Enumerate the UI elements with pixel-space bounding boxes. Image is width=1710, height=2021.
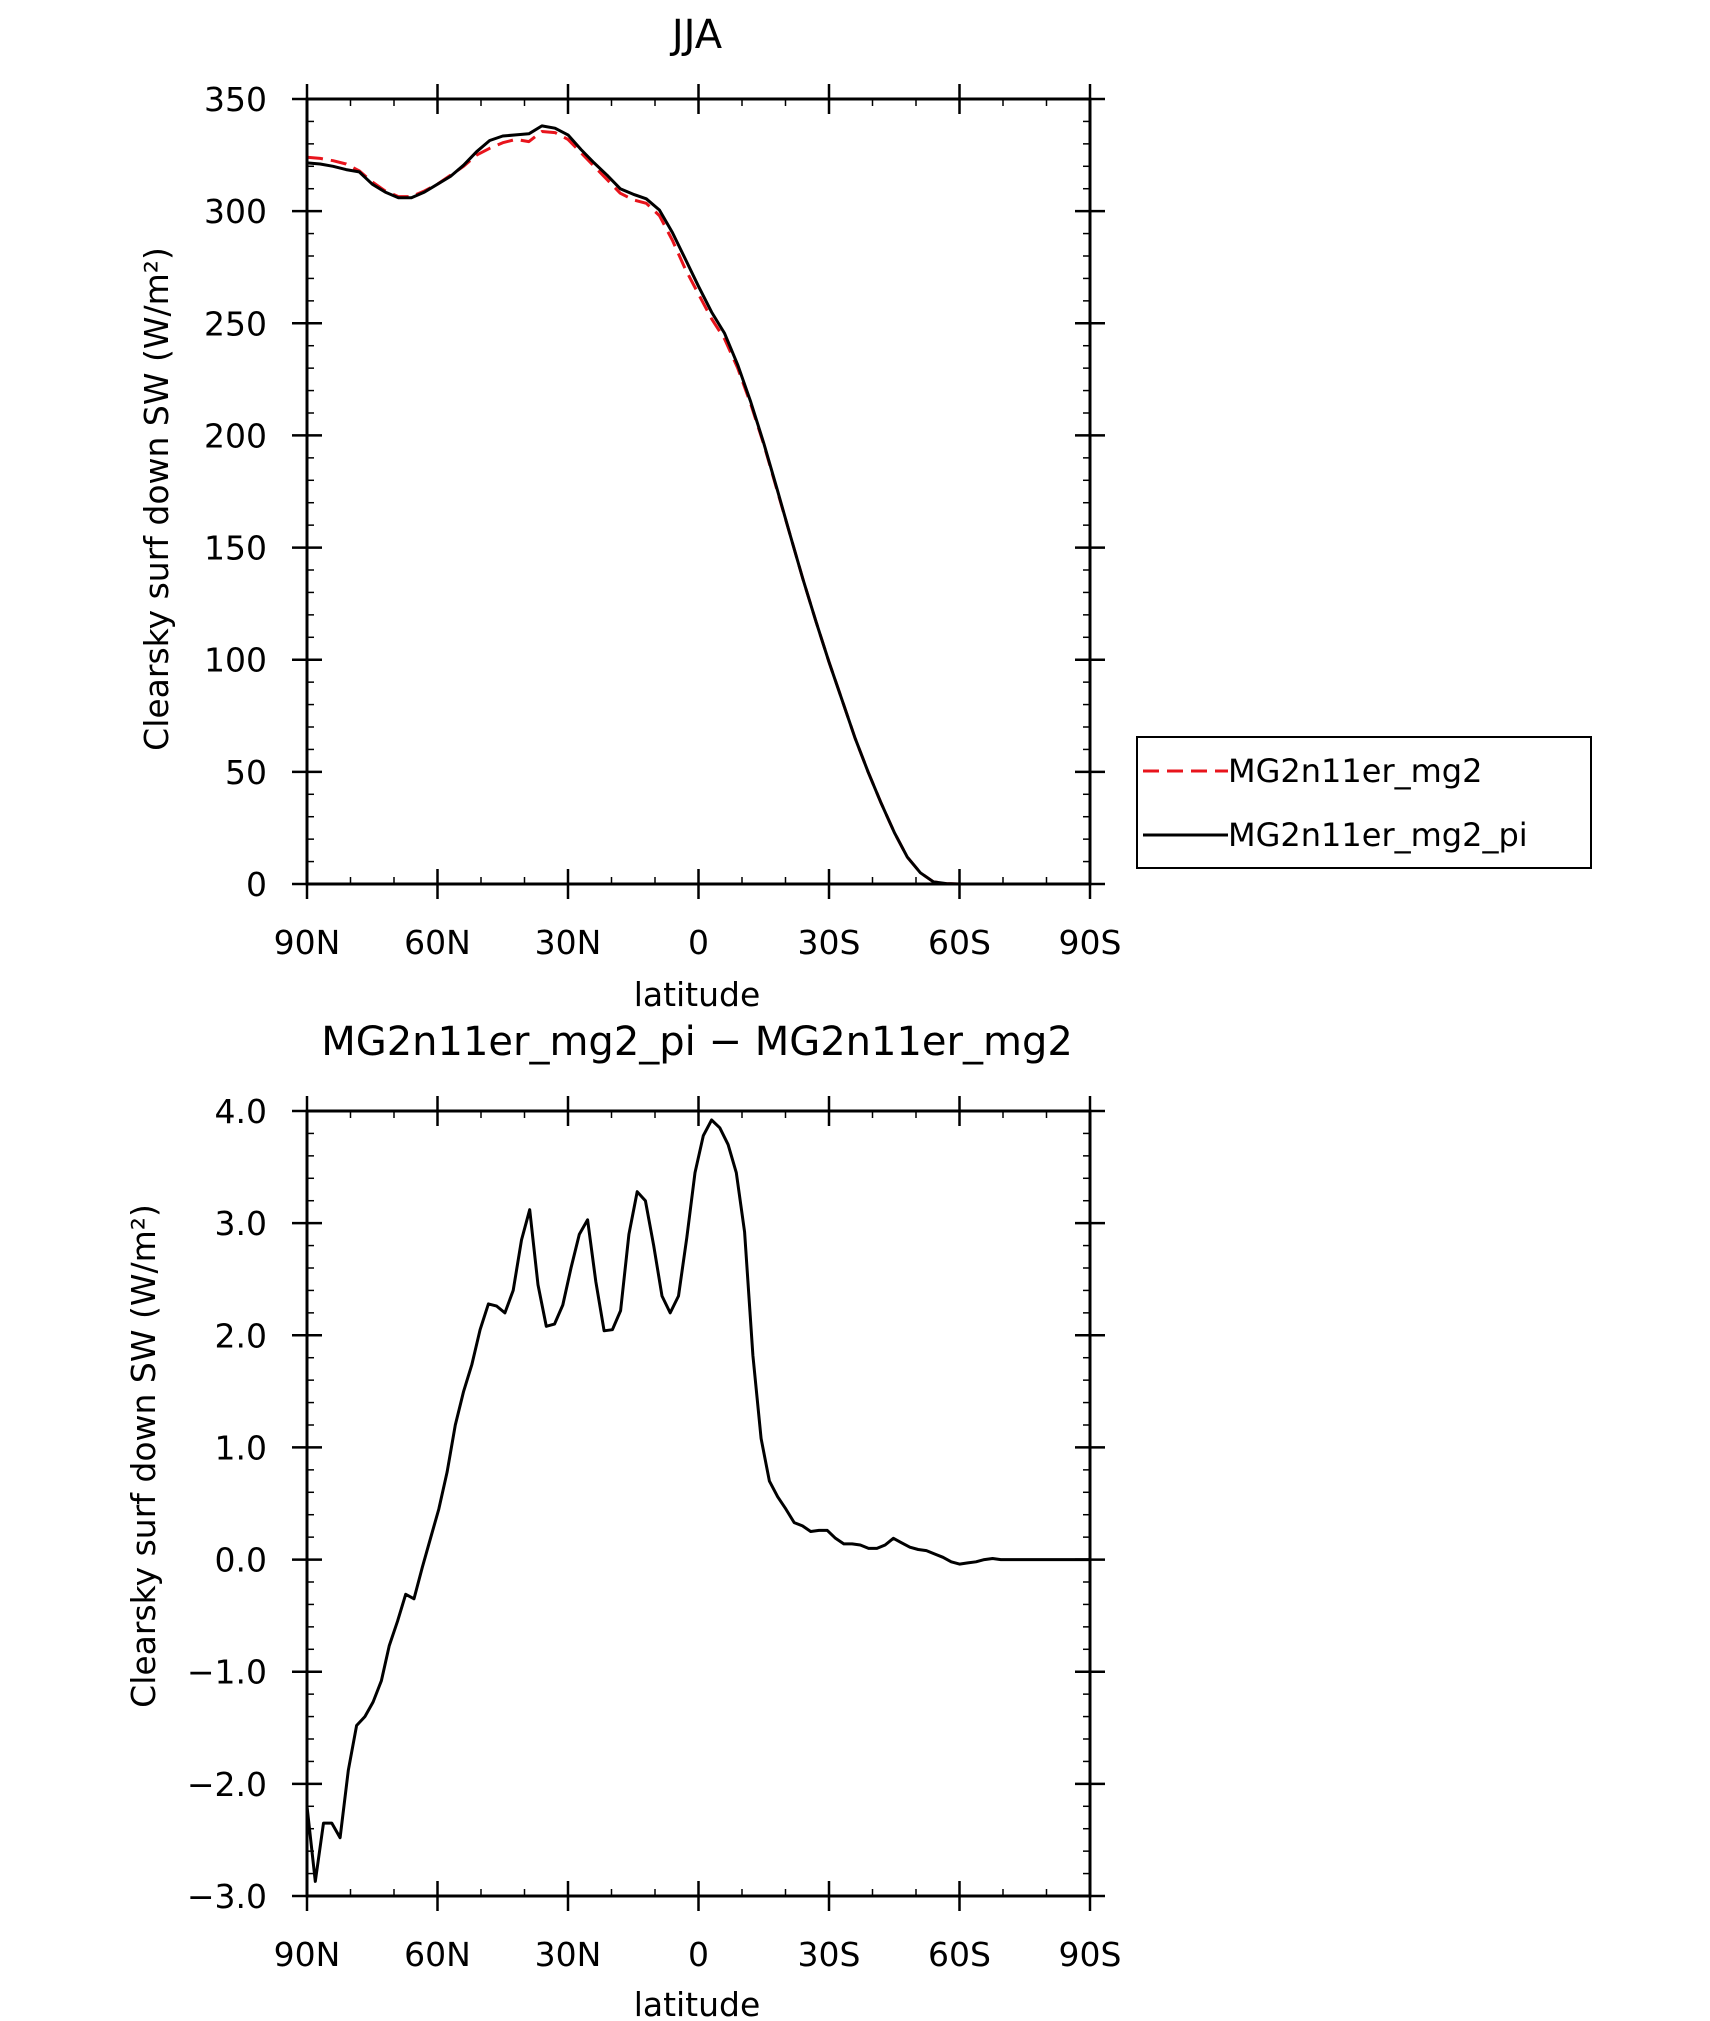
x-tick-label: 30N — [535, 1935, 602, 1974]
legend-box — [1136, 736, 1592, 869]
y-tick-label: 350 — [204, 80, 267, 119]
bottom-chart-panel: MG2n11er_mg2_pi − MG2n11er_mg2 latitude … — [124, 1019, 1121, 2021]
y-tick-label: 300 — [204, 192, 267, 231]
y-tick-label: 200 — [204, 416, 267, 455]
y-tick-label: 3.0 — [215, 1204, 267, 1243]
y-tick-label: −3.0 — [187, 1877, 267, 1916]
top-chart-xlabel: latitude — [634, 975, 761, 1014]
y-tick-label: 2.0 — [215, 1316, 267, 1355]
plot-frame — [305, 97, 1092, 886]
y-tick-label: 1.0 — [215, 1428, 267, 1467]
y-tick-label: 50 — [225, 753, 267, 792]
x-tick-label: 90N — [274, 1935, 341, 1974]
y-tick-label: 0.0 — [215, 1541, 267, 1580]
y-tick-label: 4.0 — [215, 1092, 267, 1131]
y-tick-label: 0 — [246, 865, 267, 904]
x-tick-label: 30N — [535, 923, 602, 962]
x-tick-label: 30S — [798, 1935, 861, 1974]
bottom-chart-xlabel: latitude — [634, 1985, 761, 2021]
x-tick-label: 60N — [404, 923, 471, 962]
top-chart-legend: MG2n11er_mg2 MG2n11er_mg2_pi — [1136, 736, 1592, 869]
x-tick-label: 90N — [274, 923, 341, 962]
legend-label-0: MG2n11er_mg2 — [1228, 752, 1482, 790]
y-tick-label: 150 — [204, 529, 267, 568]
x-tick-label: 60N — [404, 1935, 471, 1974]
series-line-0 — [305, 1118, 1090, 1883]
y-tick-label: −1.0 — [187, 1653, 267, 1692]
y-tick-label: −2.0 — [187, 1765, 267, 1804]
top-chart-title: JJA — [669, 12, 723, 58]
x-tick-label: 0 — [688, 1935, 709, 1974]
x-tick-label: 60S — [928, 1935, 991, 1974]
y-tick-label: 100 — [204, 641, 267, 680]
series-line-0 — [306, 130, 1090, 886]
bottom-chart-ylabel: Clearsky surf down SW (W/m²) — [124, 1204, 163, 1708]
plot-frame — [305, 1109, 1092, 1898]
series-line-1 — [306, 124, 1090, 886]
y-tick-label: 250 — [204, 304, 267, 343]
legend-label-1: MG2n11er_mg2_pi — [1228, 816, 1528, 854]
top-chart-panel: JJA latitude Clearsky surf down SW (W/m²… — [137, 12, 1592, 1014]
top-chart-plot-area: 90N 60N 30N 0 30S 60S 90S 0 50 100 150 200 250 300 350 — [204, 80, 1121, 962]
x-tick-label: 60S — [928, 923, 991, 962]
x-tick-label: 30S — [798, 923, 861, 962]
top-chart-ylabel: Clearsky surf down SW (W/m²) — [137, 247, 176, 751]
x-tick-label: 90S — [1059, 923, 1122, 962]
x-tick-label: 0 — [688, 923, 709, 962]
x-tick-label: 90S — [1059, 1935, 1122, 1974]
bottom-chart-plot-area: 90N 60N 30N 0 30S 60S 90S −3.0 −2.0 −1.0 0.0 1.0 2.0… — [187, 1092, 1122, 1974]
bottom-chart-title: MG2n11er_mg2_pi − MG2n11er_mg2 — [321, 1019, 1073, 1065]
